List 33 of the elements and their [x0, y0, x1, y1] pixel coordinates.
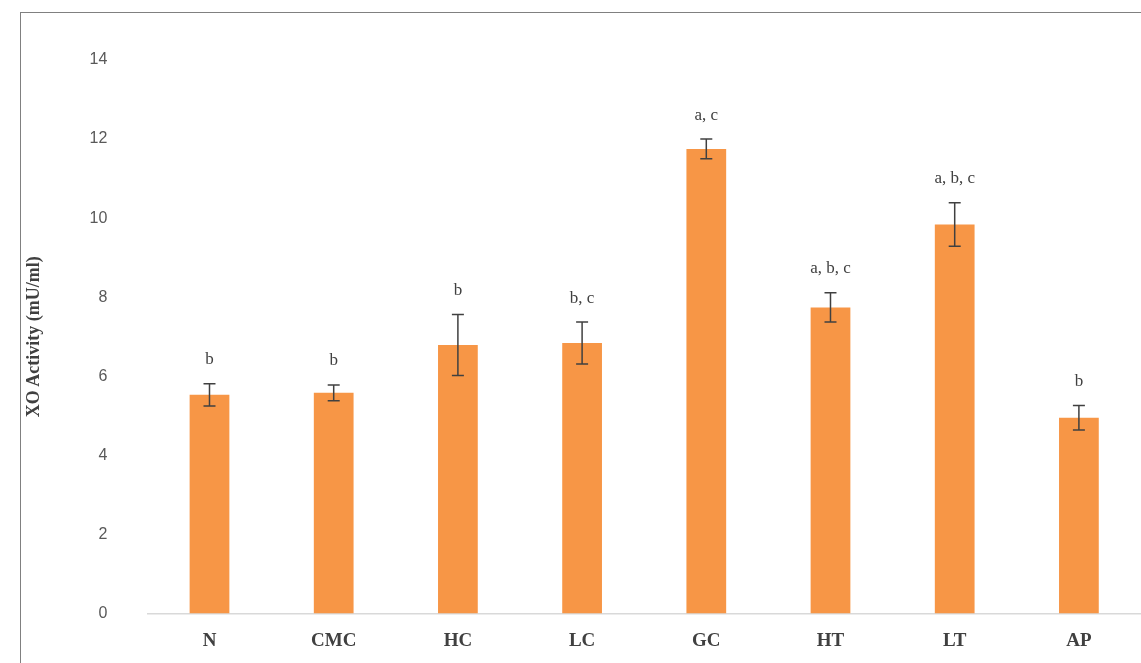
y-tick-label: 8: [98, 287, 108, 305]
y-tick-label: 2: [98, 524, 108, 542]
y-tick-label: 10: [89, 208, 108, 226]
bar: [313, 392, 354, 614]
bar: [562, 343, 602, 614]
y-tick-label: 12: [89, 129, 108, 147]
bar: [686, 148, 727, 614]
bar: [810, 307, 851, 614]
annotation: b, c: [569, 287, 595, 307]
annotation: a, b, c: [934, 168, 976, 188]
y-tick-label: 4: [98, 445, 108, 463]
y-tick-label: 14: [89, 50, 108, 68]
x-tick-label: HC: [443, 628, 473, 650]
x-tick-label: HT: [816, 628, 845, 650]
annotation: b: [329, 350, 338, 370]
y-axis-title: XO Activity (mU/ml): [23, 256, 45, 418]
annotation: b: [205, 349, 214, 369]
x-tick-label: AP: [1066, 628, 1092, 650]
annotation: a, c: [694, 104, 719, 124]
x-tick-label: GC: [692, 628, 721, 650]
bar: [1059, 417, 1099, 614]
x-tick-label: CMC: [311, 628, 357, 650]
bar: [189, 394, 230, 614]
x-tick-label: LC: [568, 628, 596, 650]
bar: [934, 224, 975, 614]
annotation: b: [453, 280, 463, 300]
annotation: a, b, c: [810, 258, 852, 278]
bar: [438, 345, 478, 614]
x-tick-label: LT: [942, 628, 967, 650]
y-tick-label: 0: [98, 603, 108, 621]
x-tick-label: N: [202, 628, 217, 650]
annotation: b: [1074, 370, 1084, 390]
y-tick-label: 6: [98, 366, 108, 384]
